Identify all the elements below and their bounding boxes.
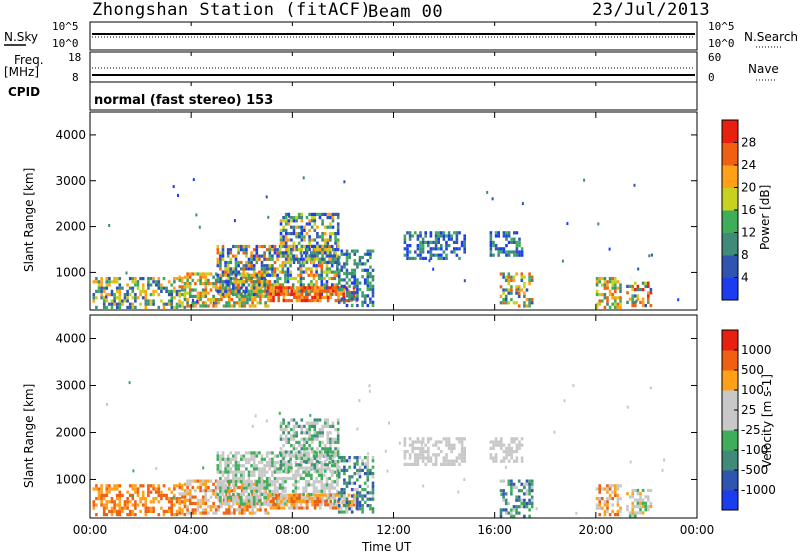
xtick-label: 00:00 [680, 523, 715, 537]
power-colorbar-swatch [722, 277, 738, 301]
xtick-label: 04:00 [174, 523, 209, 537]
freq-right-tick-top: 60 [708, 51, 722, 64]
velocity-colorbar-tick-label: -100 [741, 443, 768, 457]
power-ytick-label: 3000 [55, 174, 86, 188]
cpid-label: CPID [8, 85, 41, 99]
velocity-colorbar-swatch [722, 350, 738, 371]
velocity-colorbar-swatch [722, 410, 738, 431]
velocity-colorbar-tick-label: 500 [741, 363, 764, 377]
power-colorbar-swatch [722, 255, 738, 278]
velocity-colorbar-tick-label: 100 [741, 383, 764, 397]
velocity-colorbar-swatch [722, 450, 738, 471]
velocity-ytick-label: 3000 [55, 378, 86, 392]
power-colorbar-swatch [722, 142, 738, 166]
power-colorbar-swatch [722, 232, 738, 256]
power-colorbar-swatch [722, 165, 738, 188]
xtick-label: 00:00 [73, 523, 108, 537]
power-ytick-label: 2000 [55, 220, 86, 234]
power-colorbar-tick-label: 4 [741, 271, 749, 285]
xtick-label: 20:00 [579, 523, 614, 537]
freq-panel-frame [89, 51, 698, 83]
xtick-label: 08:00 [275, 523, 310, 537]
nave-label: Nave [748, 62, 779, 76]
cpid-text: normal (fast stereo) 153 [94, 93, 274, 108]
velocity-colorbar-swatch [722, 430, 738, 451]
freq-left-tick-bottom: 8 [72, 71, 79, 84]
freq-right-tick-bottom: 0 [708, 71, 715, 84]
xtick-label: 12:00 [376, 523, 411, 537]
velocity-echo-cells [92, 381, 666, 518]
velocity-colorbar-frame [721, 329, 739, 511]
noise-right-tick-bottom: 10^0 [708, 37, 735, 50]
noise-left-tick-bottom: 10^0 [52, 37, 79, 50]
nsky-label: N.Sky [4, 30, 39, 44]
velocity-ytick-label: 4000 [55, 331, 86, 345]
velocity-colorbar-tick-label: -500 [741, 463, 768, 477]
velocity-colorbar-tick-label: 1000 [741, 343, 772, 357]
velocity-colorbar-swatch [722, 470, 738, 491]
velocity-colorbar-swatch [722, 330, 738, 351]
velocity-colorbar-tick-label: 25 [741, 403, 756, 417]
power-colorbar-swatch [722, 120, 738, 143]
freq-label: Freq. [14, 53, 44, 67]
velocity-ytick-label: 1000 [55, 472, 86, 486]
velocity-colorbar-tick-label: -25 [741, 423, 761, 437]
freq-left-tick-top: 18 [68, 51, 82, 64]
power-colorbar-swatch [722, 187, 738, 211]
velocity-colorbar-swatch [722, 370, 738, 391]
beam-label: Beam 00 [368, 2, 444, 22]
power-colorbar-swatch [722, 210, 738, 233]
noise-left-tick-top: 10^5 [52, 20, 79, 33]
velocity-ytick-label: 2000 [55, 425, 86, 439]
cpid-panel-frame [89, 81, 698, 111]
nsearch-label: N.Search [744, 30, 799, 44]
power-ytick-label: 1000 [55, 265, 86, 279]
power-colorbar-tick-label: 12 [741, 226, 756, 240]
power-colorbar-tick-label: 8 [741, 248, 749, 262]
freq-unit-label: [MHz] [4, 65, 40, 79]
power-colorbar-tick-label: 20 [741, 181, 756, 195]
power-colorbar-tick-label: 24 [741, 158, 756, 172]
xlabel: Time UT [362, 540, 412, 554]
xtick-label: 16:00 [477, 523, 512, 537]
date-label: 23/Jul/2013 [592, 0, 711, 20]
noise-panel-frame [89, 21, 698, 51]
chart-title: Zhongshan Station (fitACF) [92, 0, 372, 20]
velocity-colorbar-swatch [722, 490, 738, 511]
power-colorbar-tick-label: 16 [741, 203, 756, 217]
velocity-colorbar-tick-label: -1000 [741, 483, 776, 497]
noise-right-tick-top: 10^5 [708, 20, 735, 33]
power-echo-cells [92, 176, 680, 309]
power-colorbar-tick-label: 28 [741, 136, 756, 150]
velocity-colorbar-swatch [722, 390, 738, 411]
power-ytick-label: 4000 [55, 128, 86, 142]
